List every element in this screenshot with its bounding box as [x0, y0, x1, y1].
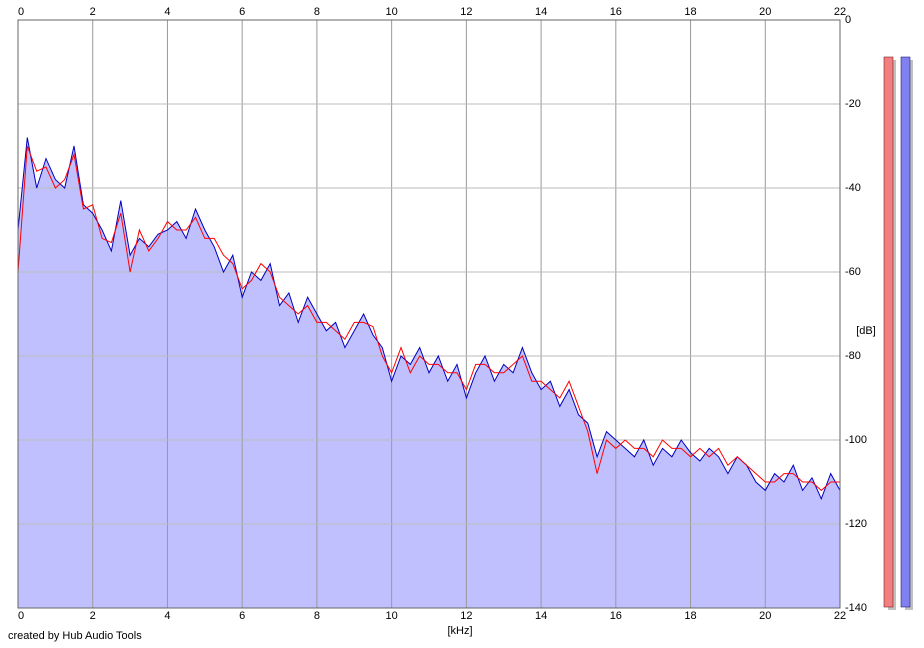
- x-tick-label: 10: [386, 610, 398, 622]
- series-line: [17, 137, 841, 501]
- x-tick-label-top: 2: [90, 6, 96, 18]
- x-tick-label-top: 16: [610, 6, 622, 18]
- x-tick-label-top: 0: [18, 6, 24, 18]
- x-tick-label-top: 18: [684, 6, 696, 18]
- x-tick-label: 12: [460, 610, 472, 622]
- y-tick-label: -120: [845, 518, 867, 530]
- x-tick-label: 14: [535, 610, 547, 622]
- plot-frame: [17, 19, 841, 609]
- x-tick-label: 0: [18, 610, 24, 622]
- x-tick-label-top: 22: [834, 6, 846, 18]
- credit: created by Hub Audio Tools: [8, 630, 142, 642]
- y-tick-label: 0: [845, 14, 851, 26]
- x-tick-label-top: 8: [314, 6, 320, 18]
- y-tick-label: -60: [845, 266, 861, 278]
- x-tick-label: 22: [834, 610, 846, 622]
- x-tick-label: 8: [314, 610, 320, 622]
- y-tick-label: -20: [845, 98, 861, 110]
- x-tick-label-top: 4: [164, 6, 170, 18]
- x-tick-label: 16: [610, 610, 622, 622]
- y-tick-label: -100: [845, 434, 867, 446]
- x-tick-label-top: 6: [239, 6, 245, 18]
- x-tick-label: 6: [239, 610, 245, 622]
- x-tick-label-top: 20: [759, 6, 771, 18]
- x-tick-label-top: 12: [460, 6, 472, 18]
- x-tick-label-top: 10: [386, 6, 398, 18]
- meter-left: [883, 56, 894, 608]
- x-tick-label-top: 14: [535, 6, 547, 18]
- x-tick-label: 18: [684, 610, 696, 622]
- x-tick-label: 4: [164, 610, 170, 622]
- series-line: [17, 145, 840, 492]
- y-tick-label: -140: [845, 602, 867, 614]
- y-axis-label: [dB]: [856, 325, 876, 337]
- y-tick-label: -80: [845, 350, 861, 362]
- x-tick-label: 2: [90, 610, 96, 622]
- meter-right: [900, 56, 911, 608]
- y-tick-label: -40: [845, 182, 861, 194]
- x-axis-label: [kHz]: [447, 625, 472, 637]
- x-tick-label: 20: [759, 610, 771, 622]
